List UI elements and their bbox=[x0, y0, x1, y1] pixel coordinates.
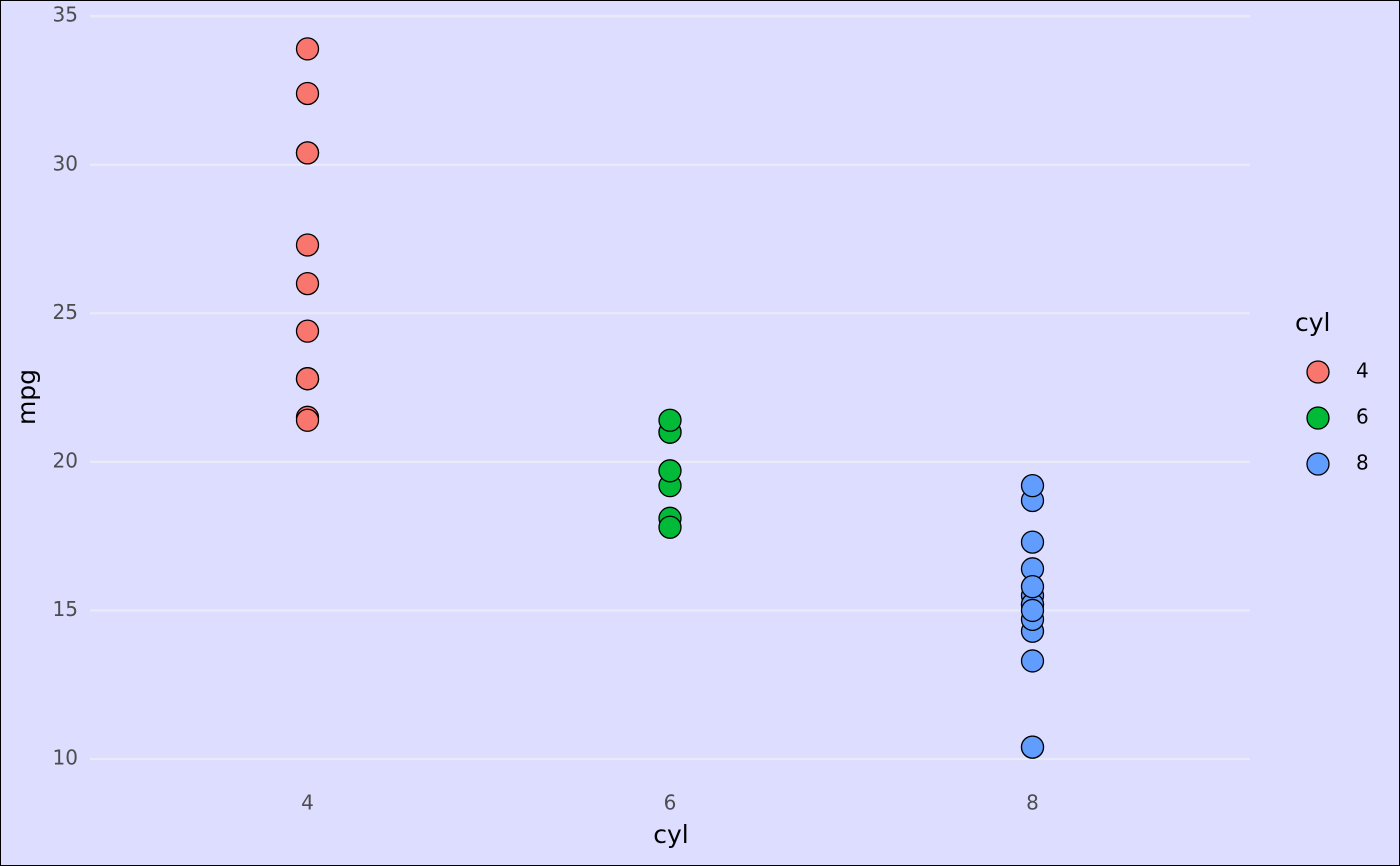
point bbox=[295, 233, 320, 257]
legend-swatch bbox=[1306, 452, 1330, 476]
point bbox=[658, 515, 682, 539]
point bbox=[1020, 530, 1045, 554]
point bbox=[1020, 735, 1045, 759]
y-tick-label: 10 bbox=[53, 745, 78, 769]
legend-swatch bbox=[1306, 360, 1330, 384]
y-tick-label: 25 bbox=[53, 300, 78, 324]
point bbox=[295, 271, 320, 296]
legend-label: 6 bbox=[1356, 405, 1369, 429]
point bbox=[295, 408, 320, 432]
y-tick-label: 20 bbox=[53, 448, 78, 472]
y-tick-label: 30 bbox=[53, 151, 78, 175]
legend-swatch bbox=[1306, 406, 1330, 430]
point bbox=[658, 408, 682, 432]
point bbox=[1020, 649, 1045, 673]
point bbox=[295, 141, 320, 165]
point bbox=[1020, 473, 1045, 498]
point bbox=[658, 459, 682, 483]
point bbox=[295, 81, 320, 106]
point bbox=[1020, 575, 1045, 599]
point bbox=[295, 37, 320, 61]
point bbox=[295, 319, 320, 343]
y-axis-title: mpg bbox=[12, 369, 41, 425]
y-tick-label: 15 bbox=[53, 597, 78, 621]
point bbox=[1020, 598, 1045, 623]
legend-label: 8 bbox=[1356, 451, 1369, 475]
legend-title: cyl bbox=[1295, 308, 1331, 337]
point bbox=[295, 367, 320, 391]
legend-label: 4 bbox=[1356, 359, 1369, 383]
y-tick-label: 35 bbox=[53, 3, 78, 27]
x-tick-label: 8 bbox=[1026, 791, 1039, 815]
x-tick-label: 6 bbox=[664, 791, 677, 815]
x-tick-label: 4 bbox=[301, 791, 314, 815]
x-axis-title: cyl bbox=[653, 820, 689, 849]
